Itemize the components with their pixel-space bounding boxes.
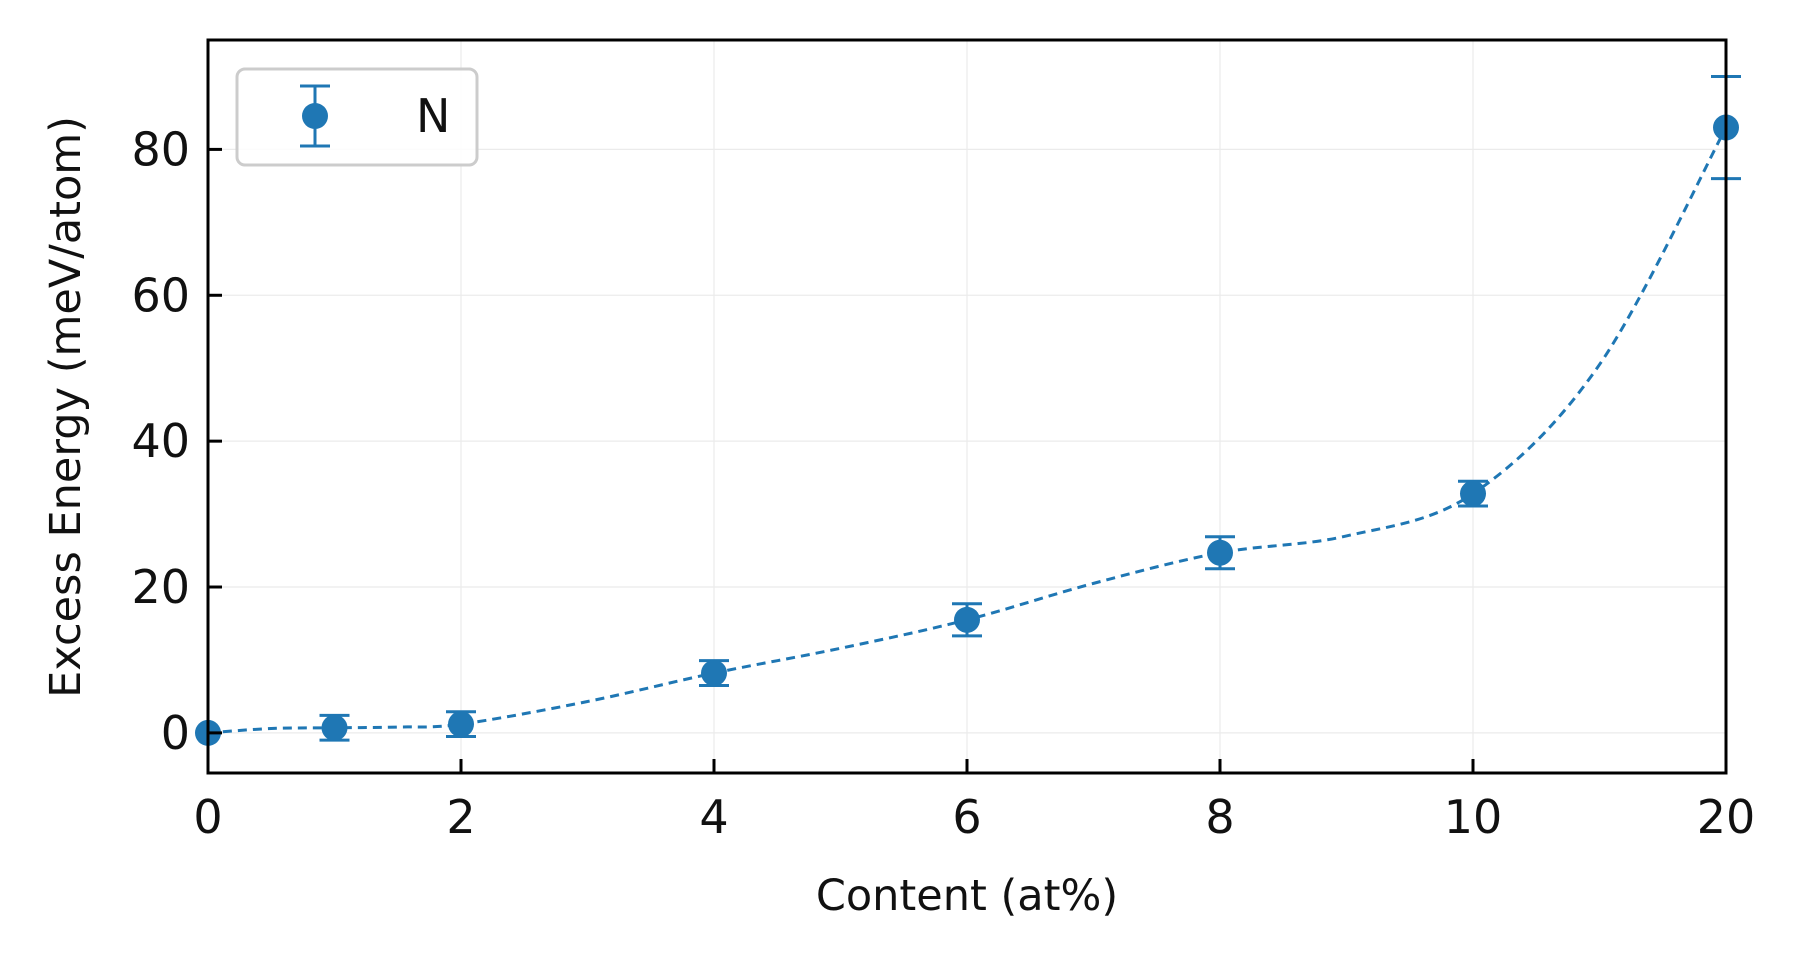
x-axis-label: Content (at%) [816,871,1118,921]
x-tick-label: 20 [1697,790,1756,844]
y-tick-label: 0 [161,706,190,760]
data-marker [1460,480,1486,507]
legend-marker-n [300,84,330,148]
x-tick-label: 2 [446,790,475,844]
y-tick-label: 60 [131,268,190,322]
data-marker [321,714,348,741]
fit-line [207,126,1728,735]
x-tick-label: 6 [952,790,981,844]
fit-line-layer [207,126,1728,735]
x-tick-label: 0 [193,790,222,844]
data-point [952,602,982,638]
legend: N [235,67,479,167]
y-tick-label: 20 [131,560,190,614]
data-points-layer [195,74,1741,746]
data-point [699,659,729,687]
y-tick-label: 80 [131,122,190,176]
data-marker [448,711,474,738]
legend-dot [302,103,328,129]
data-marker [701,660,727,687]
data-point [1458,479,1488,508]
data-marker [1207,539,1233,566]
y-axis-label: Excess Energy (meV/atom) [41,116,91,698]
x-tick-label: 8 [1205,790,1234,844]
data-point [446,710,476,739]
y-tick-label: 40 [131,414,190,468]
tick-labels-layer: 0 2 4 6 8 10 20 0 20 40 60 80 [131,122,1755,844]
data-point [1205,535,1235,571]
legend-label-n: N [416,89,450,143]
legend-box [235,67,479,167]
ticks-layer [206,147,1728,773]
data-marker [954,606,980,633]
data-point [319,713,350,742]
x-tick-label: 10 [1444,790,1503,844]
x-tick-label: 4 [699,790,728,844]
